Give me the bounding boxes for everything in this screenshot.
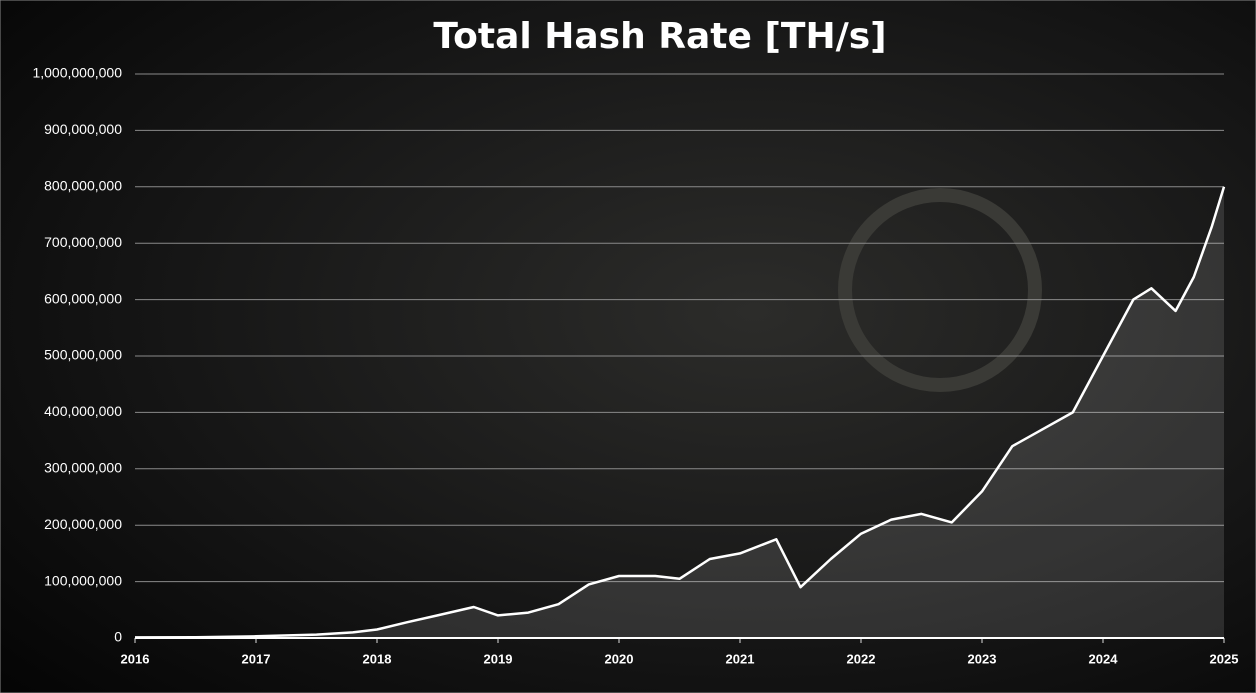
y-tick-label: 300,000,000 [44,460,122,476]
y-tick-label: 900,000,000 [44,121,122,137]
chart-title: Total Hash Rate [TH/s] [433,16,886,57]
x-tick-label: 2016 [121,651,150,666]
coin-decoration [838,188,1042,392]
x-tick-label: 2020 [605,651,634,666]
x-tick-label: 2025 [1210,651,1239,666]
area-fill [135,186,1224,639]
x-tick-label: 2019 [484,651,513,666]
y-tick-label: 200,000,000 [44,516,122,532]
x-tick-label: 2017 [242,651,271,666]
y-tick-label: 1,000,000,000 [32,65,122,81]
y-tick-label: 500,000,000 [44,347,122,363]
y-tick-label: 600,000,000 [44,290,122,306]
x-tick-label: 2023 [968,651,997,666]
line [134,186,1226,639]
x-tick-label: 2024 [1089,651,1119,666]
x-tick-label: 2018 [363,651,392,666]
y-tick-label: 400,000,000 [44,403,122,419]
y-tick-label: 100,000,000 [44,572,122,588]
x-tick-label: 2022 [847,651,876,666]
x-tick-label: 2021 [726,651,755,666]
y-tick-label: 700,000,000 [44,234,122,250]
y-tick-label: 800,000,000 [44,178,122,194]
y-tick-label: 0 [114,629,122,645]
